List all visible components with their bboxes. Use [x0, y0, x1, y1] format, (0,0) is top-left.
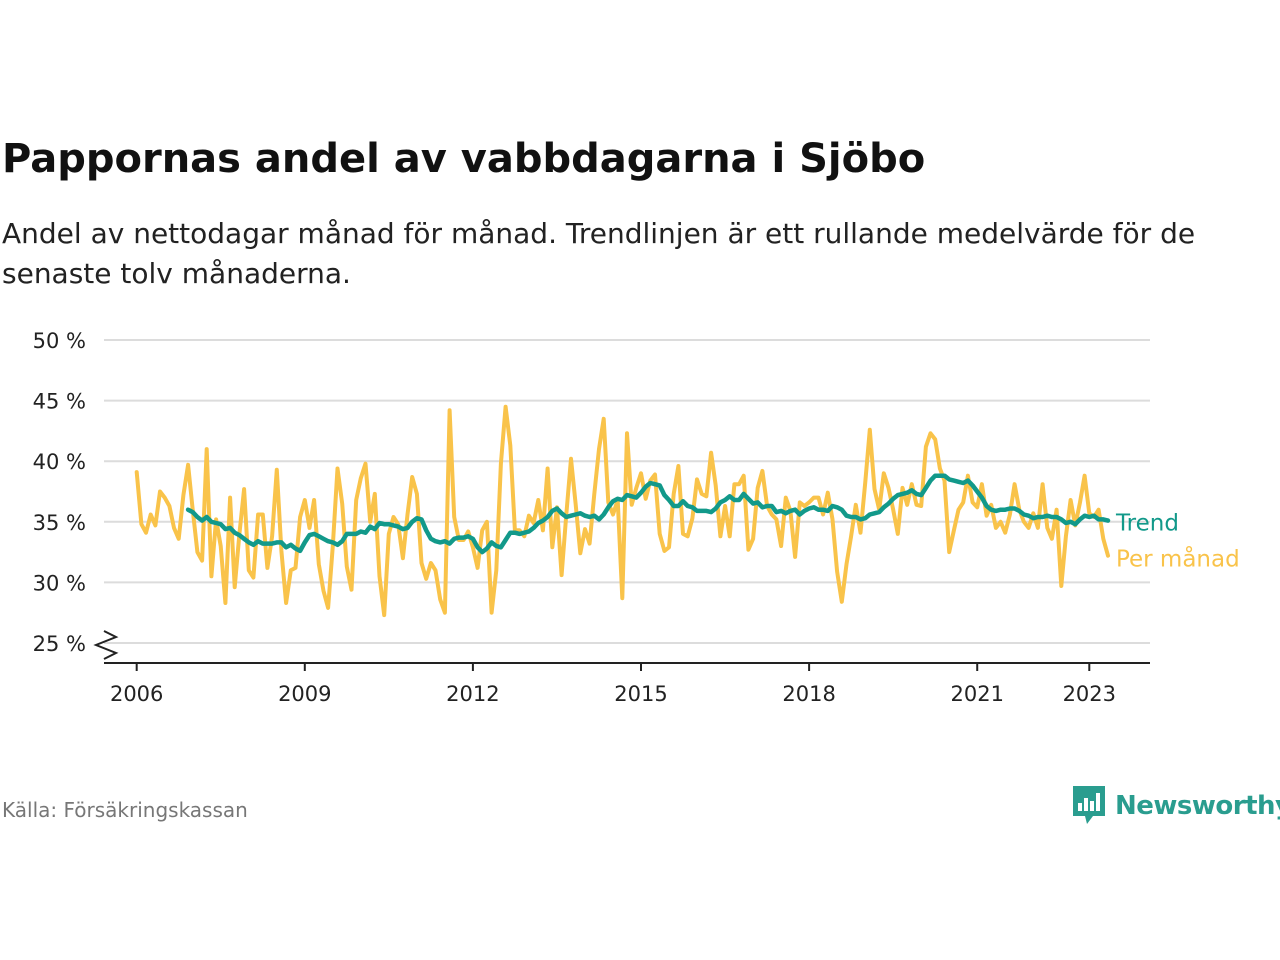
- series-lines: [134, 404, 1111, 618]
- y-tick-label-40: 40 %: [33, 450, 86, 474]
- y-axis: 25 % 30 % 35 % 40 % 45 % 50 %: [33, 329, 119, 660]
- x-tick-label-2009: 2009: [278, 682, 331, 706]
- series-label-trend: Trend: [1115, 511, 1179, 537]
- y-tick-label-30: 30 %: [33, 571, 86, 595]
- x-tick-label-2018: 2018: [782, 682, 835, 706]
- source-note: Källa: Försäkringskassan: [2, 798, 248, 822]
- y-tick-label-25: 25 %: [33, 632, 86, 656]
- y-tick-label-35: 35 %: [33, 511, 86, 535]
- brand-name: Newsworthy: [1115, 791, 1280, 821]
- chart-title: Pappornas andel av vabbdagarna i Sjöbo: [2, 136, 926, 182]
- y-tick-label-45: 45 %: [33, 390, 86, 414]
- series-line-per-manad: [134, 404, 1110, 618]
- newsworthy-logo[interactable]: Newsworthy: [1071, 784, 1280, 828]
- bar-chart-speech-bubble-icon: [1073, 786, 1105, 824]
- x-tick-label-2012: 2012: [446, 682, 499, 706]
- series-label-per-manad: Per månad: [1116, 545, 1240, 573]
- x-tick-label-2006: 2006: [110, 682, 163, 706]
- chart-subtitle: Andel av nettodagar månad för månad. Tre…: [2, 217, 1196, 290]
- x-tick-label-2015: 2015: [614, 682, 667, 706]
- y-tick-label-50: 50 %: [33, 329, 86, 353]
- x-tick-label-2021: 2021: [950, 682, 1003, 706]
- series-line-trend: [185, 473, 1111, 555]
- axis-break-icon: [93, 630, 119, 660]
- x-axis: 2006 2009 2012 2015 2018 2021 2023: [104, 662, 1150, 706]
- series-labels: Per månad Trend: [1115, 511, 1240, 573]
- x-tick-label-2023: 2023: [1063, 682, 1116, 706]
